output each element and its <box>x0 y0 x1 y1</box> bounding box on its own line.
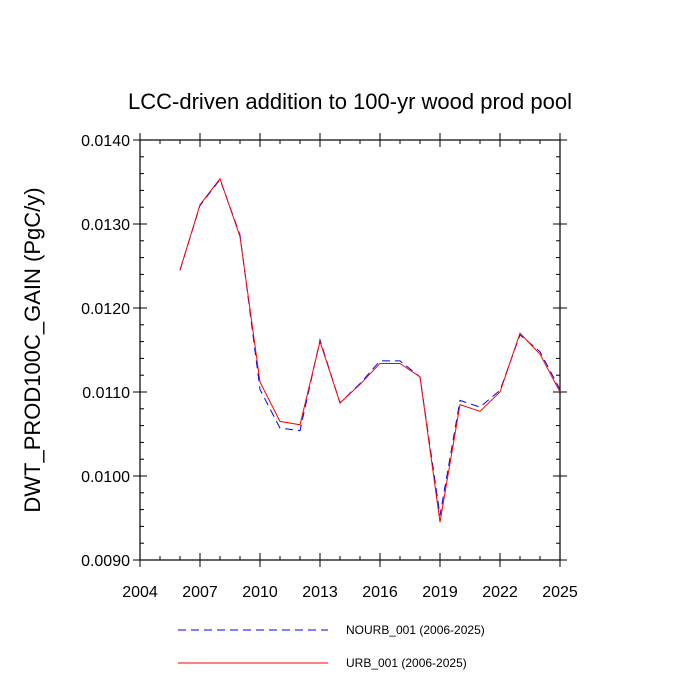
x-tick-label: 2025 <box>542 584 578 601</box>
y-tick-label: 0.0140 <box>81 133 130 150</box>
x-tick-label: 2010 <box>242 584 278 601</box>
x-tick-label: 2019 <box>422 584 458 601</box>
y-tick-label: 0.0110 <box>82 385 130 402</box>
series-line-2 <box>179 177 561 523</box>
legend-label-1: NOURB_001 (2006-2025) <box>346 623 485 637</box>
x-tick-label: 2016 <box>362 584 398 601</box>
chart-title: LCC-driven addition to 100-yr wood prod … <box>128 89 572 114</box>
legend-label-2: URB_001 (2006-2025) <box>346 656 467 670</box>
x-tick-label: 2013 <box>302 584 338 601</box>
x-tick-label: 2007 <box>182 584 218 601</box>
y-tick-label: 0.0130 <box>81 217 130 234</box>
tick-labels: 2004 2007 2010 2013 2016 2019 2022 2025 0.0090 0.… <box>81 133 578 601</box>
x-tick-label: 2004 <box>122 584 158 601</box>
legend: NOURB_001 (2006-2025) URB_001 (2006-2025) <box>178 623 485 670</box>
x-tick-label: 2022 <box>482 584 518 601</box>
y-tick-label: 0.0090 <box>81 553 130 570</box>
y-axis-label: DWT_PROD100C_GAIN (PgC/y) <box>20 187 45 512</box>
plot-frame <box>139 139 561 561</box>
y-tick-label: 0.0100 <box>81 469 130 486</box>
axis-ticks <box>133 133 567 567</box>
series-lines <box>179 177 561 523</box>
series-line-1 <box>179 178 561 516</box>
y-tick-label: 0.0120 <box>81 301 130 318</box>
